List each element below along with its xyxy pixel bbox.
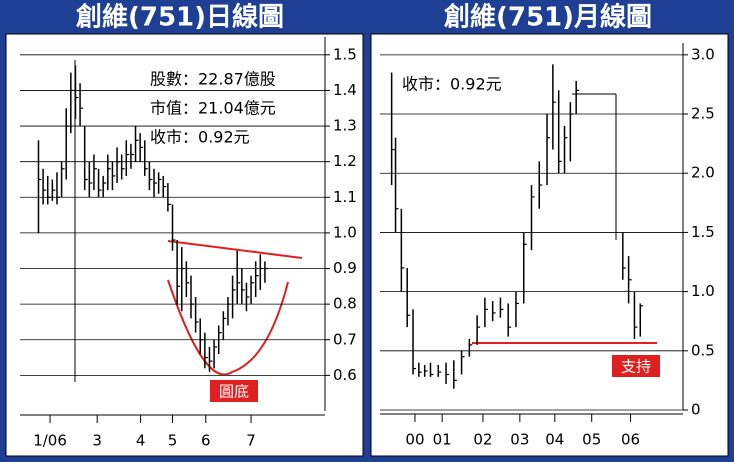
x-tick-label: 7	[246, 432, 256, 450]
y-tick-label: 1.0	[333, 223, 357, 241]
x-tick-label: 04	[545, 431, 564, 449]
y-tick-label: 1.2	[333, 152, 357, 170]
x-tick-label: 05	[582, 431, 601, 449]
info-text: 收市：0.92元	[402, 75, 502, 94]
chart-title: 創維(751)日線圖	[76, 2, 284, 33]
y-tick-label: 1.4	[333, 81, 357, 99]
x-tick-label: 1/06	[33, 432, 67, 450]
cup-curve	[167, 279, 289, 376]
y-tick-label: 1.0	[691, 282, 715, 300]
y-tick-label: 0.9	[333, 259, 357, 277]
x-tick-label: 02	[473, 431, 492, 449]
y-tick-label: 0.6	[333, 366, 357, 384]
panel	[5, 33, 364, 457]
y-tick-label: 0.7	[333, 330, 357, 348]
y-tick-label: 0.5	[691, 341, 715, 359]
x-tick-label: 01	[433, 431, 452, 449]
y-tick-label: 1.5	[691, 223, 715, 241]
y-tick-label: 0	[691, 401, 701, 419]
y-tick-label: 1.3	[333, 117, 357, 135]
chart-title: 創維(751)月線圖	[444, 2, 652, 33]
y-tick-label: 1.5	[333, 45, 357, 63]
x-tick-label: 6	[201, 432, 211, 450]
y-tick-label: 2.5	[691, 105, 715, 123]
info-text: 市值：21.04億元	[150, 99, 276, 118]
x-tick-label: 00	[405, 431, 424, 449]
x-tick-label: 03	[510, 431, 529, 449]
annotation: 支持	[621, 358, 651, 376]
y-tick-label: 3.0	[691, 45, 715, 63]
info-text: 收市：0.92元	[150, 128, 250, 147]
x-tick-label: 4	[136, 432, 146, 450]
annotation-box	[612, 355, 660, 377]
trend-line	[167, 240, 303, 259]
y-tick-label: 0.8	[333, 295, 357, 313]
info-text: 股數：22.87億股	[150, 70, 276, 89]
annotation: 圓底	[219, 383, 249, 401]
x-tick-label: 3	[92, 432, 102, 450]
y-tick-label: 2.0	[691, 164, 715, 182]
annotation-box	[210, 380, 258, 402]
x-tick-label: 5	[168, 432, 178, 450]
y-tick-label: 1.1	[333, 188, 357, 206]
panel	[370, 33, 729, 457]
x-tick-label: 06	[621, 431, 640, 449]
